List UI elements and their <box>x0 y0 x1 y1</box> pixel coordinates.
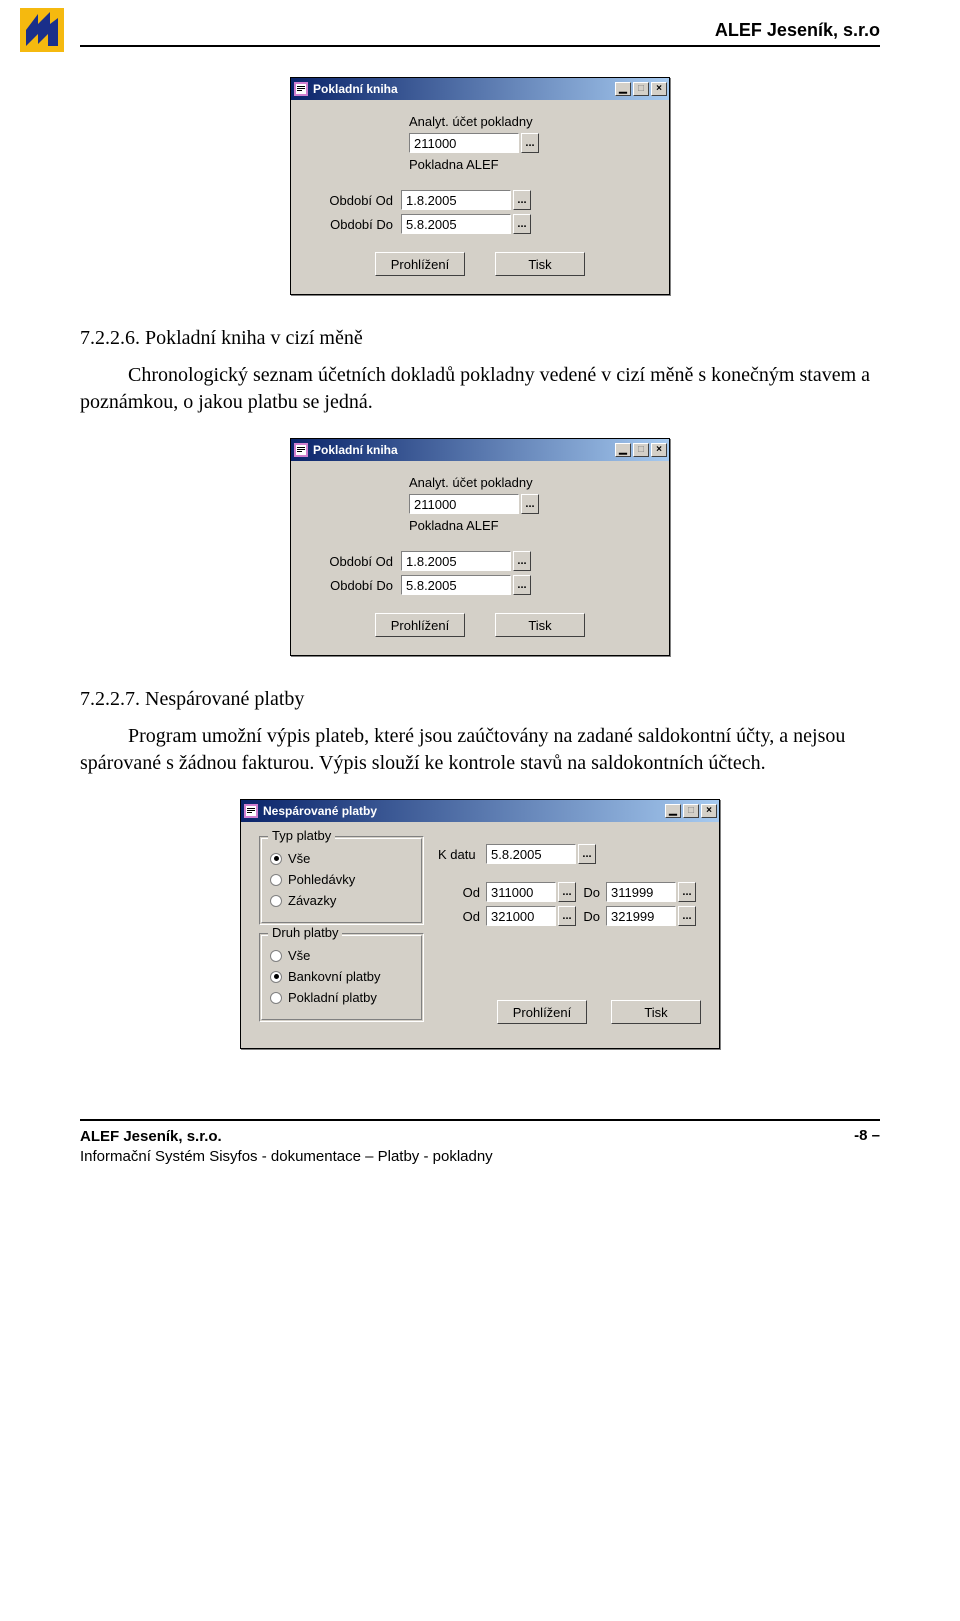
close-button[interactable]: × <box>701 804 717 818</box>
section-727-heading: 7.2.2.7. Nespárované platby <box>80 686 880 713</box>
minimize-button[interactable]: ▁ <box>665 804 681 818</box>
account-label: Analyt. účet pokladny <box>409 114 533 129</box>
pokladni-kniha-dialog-1: Pokladní kniha ▁ □ × Analyt. účet poklad… <box>290 77 670 295</box>
radio-label: Pohledávky <box>288 872 355 887</box>
print-button[interactable]: Tisk <box>495 613 585 637</box>
account-input[interactable]: 211000 <box>409 494 519 514</box>
browse-button[interactable]: Prohlížení <box>375 613 465 637</box>
payment-kind-group: Druh platby Vše Bankovní platby Pokladní… <box>259 933 424 1022</box>
row1-to-input[interactable]: 311999 <box>606 882 676 902</box>
footer-company: ALEF Jeseník, s.r.o. <box>80 1127 493 1147</box>
row1-to-lookup-button[interactable]: ... <box>678 882 696 902</box>
maximize-button[interactable]: □ <box>633 443 649 457</box>
period-to-input[interactable]: 5.8.2005 <box>401 214 511 234</box>
do-label-1: Do <box>576 885 606 900</box>
nesparovane-platby-dialog: Nespárované platby ▁ □ × Typ platby Vše <box>240 799 720 1049</box>
period-from-input[interactable]: 1.8.2005 <box>401 551 511 571</box>
payment-kind-legend: Druh platby <box>268 925 342 940</box>
section-726-heading: 7.2.2.6. Pokladní kniha v cizí měně <box>80 325 880 352</box>
row2-from-lookup-button[interactable]: ... <box>558 906 576 926</box>
minimize-button[interactable]: ▁ <box>615 443 631 457</box>
print-button[interactable]: Tisk <box>495 252 585 276</box>
section-726: 7.2.2.6. Pokladní kniha v cizí měně Chro… <box>80 325 880 416</box>
page-footer: ALEF Jeseník, s.r.o. Informační Systém S… <box>0 1121 960 1186</box>
account-lookup-button[interactable]: ... <box>521 133 539 153</box>
maximize-button[interactable]: □ <box>633 82 649 96</box>
radio-option-pohledavky[interactable]: Pohledávky <box>270 872 413 887</box>
radio-option-zavazky[interactable]: Závazky <box>270 893 413 908</box>
section-727-text: Program umožní výpis plateb, které jsou … <box>80 723 880 777</box>
window-icon <box>293 442 309 458</box>
window-title: Pokladní kniha <box>313 443 613 457</box>
account-label: Analyt. účet pokladny <box>409 475 533 490</box>
payment-type-legend: Typ platby <box>268 828 335 843</box>
titlebar[interactable]: Pokladní kniha ▁ □ × <box>291 439 669 461</box>
header-company: ALEF Jeseník, s.r.o <box>80 20 880 41</box>
window-icon <box>293 81 309 97</box>
period-to-lookup-button[interactable]: ... <box>513 575 531 595</box>
period-to-lookup-button[interactable]: ... <box>513 214 531 234</box>
company-logo <box>20 8 64 52</box>
titlebar[interactable]: Nespárované platby ▁ □ × <box>241 800 719 822</box>
account-name-text: Pokladna ALEF <box>409 157 499 172</box>
radio-option-bankovni[interactable]: Bankovní platby <box>270 969 413 984</box>
kdatu-input[interactable]: 5.8.2005 <box>486 844 576 864</box>
close-button[interactable]: × <box>651 443 667 457</box>
print-button[interactable]: Tisk <box>611 1000 701 1024</box>
pokladni-kniha-dialog-2: Pokladní kniha ▁ □ × Analyt. účet poklad… <box>290 438 670 656</box>
kdatu-lookup-button[interactable]: ... <box>578 844 596 864</box>
period-to-label: Období Do <box>309 217 401 232</box>
radio-option-vse[interactable]: Vše <box>270 851 413 866</box>
radio-option-pokladni[interactable]: Pokladní platby <box>270 990 413 1005</box>
period-to-input[interactable]: 5.8.2005 <box>401 575 511 595</box>
od-label-2: Od <box>438 909 486 924</box>
window-title: Pokladní kniha <box>313 82 613 96</box>
maximize-button[interactable]: □ <box>683 804 699 818</box>
footer-page-number: -8 – <box>854 1127 880 1166</box>
period-from-label: Období Od <box>309 193 401 208</box>
period-from-input[interactable]: 1.8.2005 <box>401 190 511 210</box>
row1-from-lookup-button[interactable]: ... <box>558 882 576 902</box>
do-label-2: Do <box>576 909 606 924</box>
row2-to-lookup-button[interactable]: ... <box>678 906 696 926</box>
radio-label: Vše <box>288 948 310 963</box>
minimize-button[interactable]: ▁ <box>615 82 631 96</box>
od-label-1: Od <box>438 885 486 900</box>
account-lookup-button[interactable]: ... <box>521 494 539 514</box>
radio-label: Závazky <box>288 893 336 908</box>
radio-label: Pokladní platby <box>288 990 377 1005</box>
payment-type-group: Typ platby Vše Pohledávky Závazky <box>259 836 424 925</box>
period-to-label: Období Do <box>309 578 401 593</box>
row1-from-input[interactable]: 311000 <box>486 882 556 902</box>
period-from-lookup-button[interactable]: ... <box>513 190 531 210</box>
close-button[interactable]: × <box>651 82 667 96</box>
browse-button[interactable]: Prohlížení <box>497 1000 587 1024</box>
radio-option-kind-vse[interactable]: Vše <box>270 948 413 963</box>
browse-button[interactable]: Prohlížení <box>375 252 465 276</box>
header-divider <box>80 45 880 47</box>
section-726-text: Chronologický seznam účetních dokladů po… <box>80 362 880 416</box>
window-title: Nespárované platby <box>263 804 663 818</box>
period-from-lookup-button[interactable]: ... <box>513 551 531 571</box>
kdatu-label: K datu <box>438 847 486 862</box>
footer-doc: Informační Systém Sisyfos - dokumentace … <box>80 1147 493 1167</box>
radio-label: Vše <box>288 851 310 866</box>
account-input[interactable]: 211000 <box>409 133 519 153</box>
period-from-label: Období Od <box>309 554 401 569</box>
titlebar[interactable]: Pokladní kniha ▁ □ × <box>291 78 669 100</box>
window-icon <box>243 803 259 819</box>
radio-label: Bankovní platby <box>288 969 381 984</box>
account-name-text: Pokladna ALEF <box>409 518 499 533</box>
section-727: 7.2.2.7. Nespárované platby Program umož… <box>80 686 880 777</box>
row2-to-input[interactable]: 321999 <box>606 906 676 926</box>
row2-from-input[interactable]: 321000 <box>486 906 556 926</box>
